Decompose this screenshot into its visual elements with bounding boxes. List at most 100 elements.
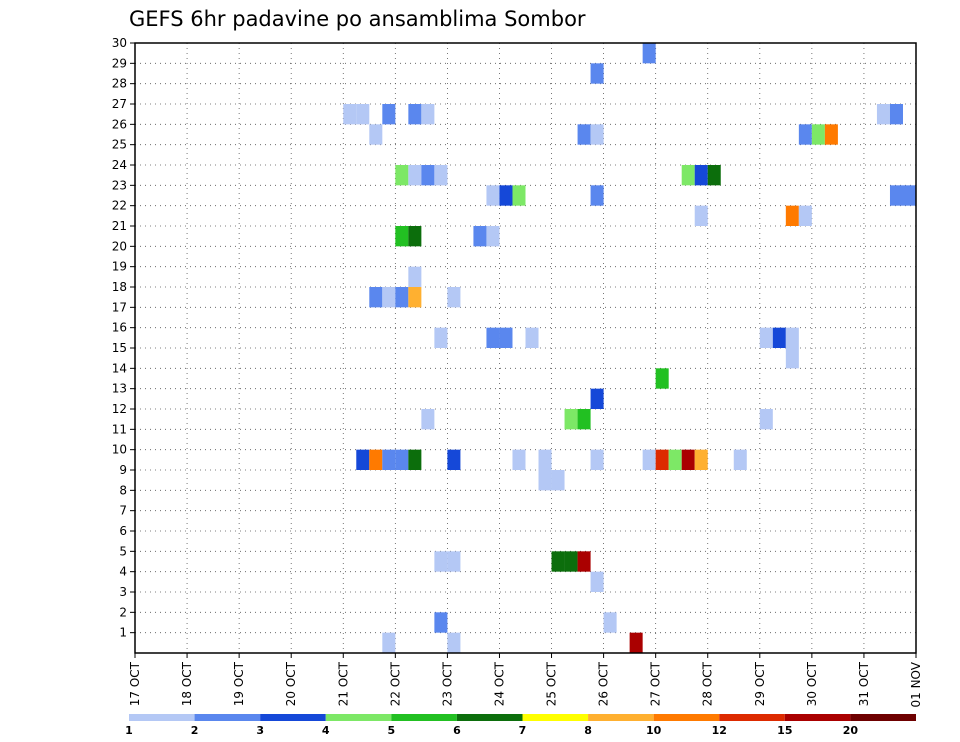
precip-cell	[525, 327, 539, 348]
colorbar-label: 2	[191, 724, 199, 737]
precip-cell	[369, 449, 383, 470]
x-tick-label: 30 OCT	[805, 661, 819, 706]
x-tick-label: 01 NOV	[909, 661, 923, 707]
colorbar-swatch	[325, 714, 392, 721]
y-tick-label: 11	[112, 422, 127, 436]
x-tick-label: 31 OCT	[857, 661, 871, 706]
y-tick-label: 19	[112, 260, 127, 274]
precip-cell	[577, 409, 591, 430]
y-tick-label: 16	[112, 321, 127, 335]
precip-cell	[798, 124, 812, 145]
y-tick-label: 25	[112, 138, 127, 152]
y-tick-label: 15	[112, 341, 127, 355]
y-tick-label: 20	[112, 239, 127, 253]
y-tick-label: 26	[112, 117, 127, 131]
colorbar-label: 12	[712, 724, 727, 737]
precip-cell	[772, 327, 786, 348]
precip-cell	[590, 449, 604, 470]
precip-cell	[473, 226, 487, 247]
y-tick-label: 9	[119, 463, 127, 477]
precip-cell	[447, 551, 461, 572]
colorbar: 1 2 3 4 5 6 7 8 10 12 15 20	[125, 714, 916, 737]
precip-cell	[733, 449, 747, 470]
precip-cell	[707, 165, 721, 186]
y-tick-label: 14	[112, 361, 127, 375]
precip-cell	[408, 104, 422, 125]
precip-cell	[681, 449, 695, 470]
colorbar-swatch	[129, 714, 195, 721]
x-axis: 17 OCT 18 OCT 19 OCT 20 OCT 21 OCT 22 OCT 23 O…	[128, 653, 923, 708]
precip-cell	[551, 551, 565, 572]
x-tick-label: 27 OCT	[649, 661, 663, 706]
precip-cell	[694, 205, 708, 226]
colorbar-label: 3	[256, 724, 264, 737]
y-tick-label: 29	[112, 56, 127, 70]
y-tick-label: 4	[119, 565, 127, 579]
y-tick-label: 7	[119, 504, 127, 518]
precip-cell	[577, 124, 591, 145]
precip-cell	[603, 612, 617, 633]
y-tick-label: 12	[112, 402, 127, 416]
precip-cell	[408, 165, 422, 186]
precip-cell	[395, 226, 409, 247]
colorbar-label: 7	[519, 724, 527, 737]
precip-cell	[590, 571, 604, 592]
precip-cell	[538, 449, 552, 470]
precip-cell	[538, 470, 552, 491]
precip-cell	[902, 185, 916, 206]
precip-cell	[382, 104, 396, 125]
precip-cell	[564, 409, 578, 430]
y-tick-label: 27	[112, 97, 127, 111]
precip-cell	[499, 185, 513, 206]
x-tick-label: 20 OCT	[284, 661, 298, 706]
precip-cell	[655, 368, 669, 389]
colorbar-label: 8	[584, 724, 592, 737]
x-tick-label: 28 OCT	[701, 661, 715, 706]
precip-cell	[356, 104, 370, 125]
y-tick-label: 17	[112, 300, 127, 314]
colorbar-label: 20	[843, 724, 859, 737]
precip-cell	[824, 124, 838, 145]
colorbar-swatch	[719, 714, 785, 721]
precip-cell	[798, 205, 812, 226]
precip-cell	[434, 165, 448, 186]
y-tick-label: 23	[112, 178, 127, 192]
precip-cell	[512, 449, 526, 470]
precip-cell	[512, 185, 526, 206]
precip-cell	[590, 388, 604, 409]
x-tick-label: 29 OCT	[753, 661, 767, 706]
precip-cell	[876, 104, 890, 125]
precip-cell	[434, 551, 448, 572]
x-tick-label: 26 OCT	[597, 661, 611, 706]
precip-cell	[369, 287, 383, 308]
precip-cell	[447, 449, 461, 470]
precip-cell	[408, 226, 422, 247]
x-tick-label: 18 OCT	[180, 661, 194, 706]
y-tick-label: 6	[119, 524, 127, 538]
precip-cell	[668, 449, 682, 470]
x-tick-label: 24 OCT	[492, 661, 506, 706]
precip-cell	[447, 287, 461, 308]
precip-cell	[642, 449, 656, 470]
y-tick-label: 10	[112, 443, 127, 457]
precip-cell	[486, 226, 500, 247]
chart-title: GEFS 6hr padavine po ansamblima Sombor	[129, 7, 586, 31]
colorbar-label: 10	[646, 724, 662, 737]
precip-cell	[564, 551, 578, 572]
colorbar-label: 5	[388, 724, 396, 737]
precip-cell	[759, 409, 773, 430]
y-tick-label: 3	[119, 585, 127, 599]
precip-cell	[642, 43, 656, 64]
colorbar-swatch	[850, 714, 916, 721]
precip-cell	[408, 266, 422, 287]
x-tick-label: 21 OCT	[336, 661, 350, 706]
precip-cell	[811, 124, 825, 145]
colorbar-swatch	[391, 714, 457, 721]
precip-cell	[785, 327, 799, 348]
precip-cell	[343, 104, 357, 125]
precip-cell	[447, 632, 461, 653]
precip-cell	[421, 104, 435, 125]
precip-cell	[590, 185, 604, 206]
precip-cell	[759, 327, 773, 348]
precip-cell	[421, 409, 435, 430]
